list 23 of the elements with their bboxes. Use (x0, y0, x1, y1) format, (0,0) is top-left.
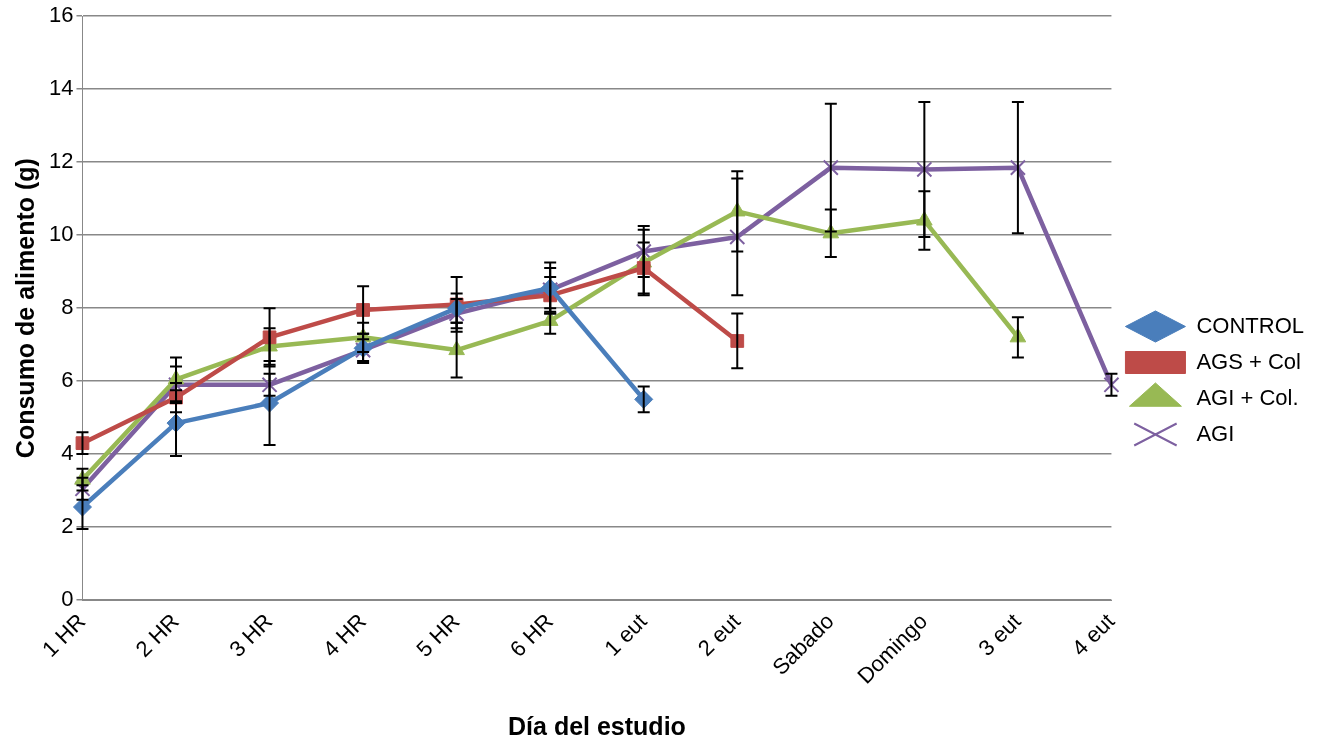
x-tick-label: 3 eut (973, 608, 1026, 661)
x-tick-label: 4 eut (1066, 608, 1120, 661)
x-tick-label: 5 HR (411, 608, 465, 662)
x-tick-label: 2 eut (692, 608, 746, 661)
y-tick-label: 8 (61, 294, 74, 320)
y-tick-label: 4 (61, 440, 74, 466)
y-tick-label: 6 (61, 367, 74, 393)
x-tick-label: 6 HR (504, 608, 559, 662)
legend-label: CONTROL (1196, 312, 1304, 338)
legend-label: AGS + Col (1196, 348, 1301, 374)
x-axis-title: Día del estudio (508, 711, 686, 740)
y-tick-label: 2 (61, 513, 74, 539)
legend-label: AGI + Col. (1196, 384, 1299, 410)
x-tick-label: 2 HR (130, 608, 184, 662)
y-axis-title: Consumo de alimento (g) (10, 158, 39, 459)
x-tick-label: 1 eut (599, 608, 652, 661)
y-tick-label: 10 (48, 221, 74, 247)
x-tick-label: 3 HR (224, 608, 278, 662)
legend-label: AGI (1196, 420, 1235, 446)
x-tick-label: 4 HR (317, 608, 371, 662)
y-tick-label: 14 (48, 75, 74, 101)
y-tick-label: 12 (48, 148, 74, 174)
y-tick-label: 16 (48, 2, 74, 28)
